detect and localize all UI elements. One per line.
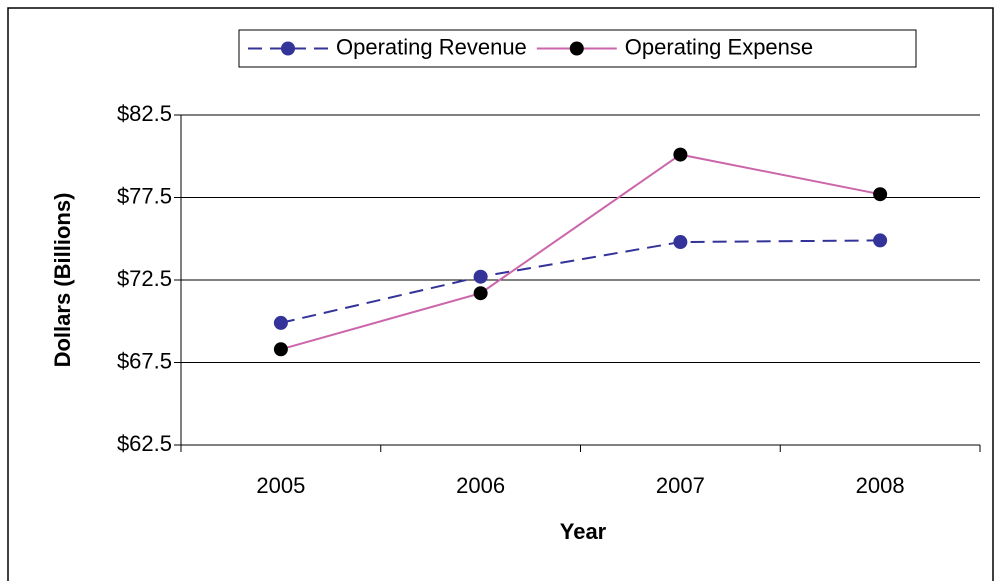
legend-label: Operating Revenue <box>336 34 527 59</box>
data-point <box>473 269 488 284</box>
x-axis-label: Year <box>560 519 607 544</box>
y-tick-label: $62.5 <box>117 431 172 456</box>
series-line <box>280 153 881 351</box>
x-tick-label: 2006 <box>456 473 505 498</box>
x-tick-label: 2007 <box>656 473 705 498</box>
y-tick-label: $77.5 <box>117 183 172 208</box>
data-point <box>673 147 688 162</box>
series-line <box>280 239 881 324</box>
data-point <box>273 342 288 357</box>
y-tick-label: $67.5 <box>117 348 172 373</box>
y-tick-label: $82.5 <box>117 101 172 126</box>
data-point <box>673 235 688 250</box>
data-point <box>873 187 888 202</box>
x-tick-label: 2005 <box>256 473 305 498</box>
legend-marker <box>281 41 295 56</box>
legend-marker <box>569 41 584 56</box>
data-point <box>873 233 888 248</box>
data-point <box>273 315 288 330</box>
chart-border <box>7 7 994 581</box>
data-point <box>473 286 488 301</box>
legend-label: Operating Expense <box>625 34 813 59</box>
x-tick-label: 2008 <box>856 473 905 498</box>
y-axis-label: Dollars (Billions) <box>50 193 75 368</box>
y-tick-label: $72.5 <box>117 266 172 291</box>
